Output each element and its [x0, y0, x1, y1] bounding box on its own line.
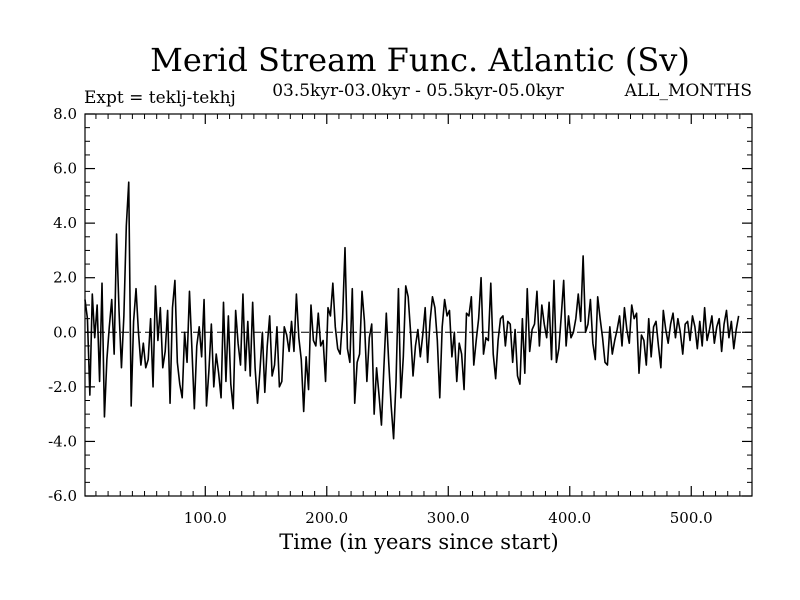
- chart-title: Merid Stream Func. Atlantic (Sv): [150, 41, 690, 79]
- x-tick-label: 400.0: [548, 509, 591, 527]
- chart-subtitle-left: Expt = teklj-tekhj: [84, 88, 236, 108]
- y-tick-label: 2.0: [53, 269, 77, 287]
- chart-subtitle-right: ALL_MONTHS: [624, 81, 752, 101]
- y-tick-label: -4.0: [48, 432, 77, 450]
- plot-frame: [84, 113, 753, 497]
- axis-ticks: [85, 113, 752, 497]
- y-tick-label: 6.0: [53, 160, 77, 178]
- x-tick-label: 500.0: [670, 509, 713, 527]
- y-tick-label: 0.0: [53, 323, 77, 341]
- chart-subtitle-center: 03.5kyr-03.0kyr - 05.5kyr-05.0kyr: [272, 81, 564, 101]
- x-tick-label: 100.0: [184, 509, 227, 527]
- x-tick-label: 200.0: [305, 509, 348, 527]
- y-tick-label: -2.0: [48, 378, 77, 396]
- series-line: [84, 181, 740, 440]
- y-tick-label: 4.0: [53, 214, 77, 232]
- y-tick-label: -6.0: [48, 487, 77, 505]
- axis-tick-labels: 100.0 200.0 300.0 400.0 500.0 -6.0 -4.0 -2.0 0.0…: [48, 105, 713, 527]
- x-tick-label: 300.0: [427, 509, 470, 527]
- x-axis-label: Time (in years since start): [279, 530, 558, 554]
- y-tick-label: 8.0: [53, 105, 77, 123]
